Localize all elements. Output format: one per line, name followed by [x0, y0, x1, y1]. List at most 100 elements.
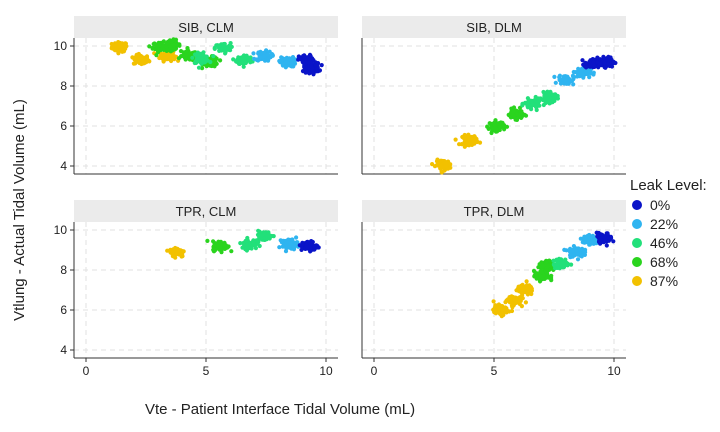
data-point — [471, 140, 476, 145]
data-point — [283, 249, 289, 254]
data-point — [568, 252, 573, 257]
data-point — [205, 62, 210, 67]
data-point — [198, 51, 203, 57]
data-point — [471, 137, 476, 142]
data-point — [543, 100, 548, 106]
data-point — [555, 262, 560, 267]
x-tick-label: 10 — [319, 364, 333, 378]
data-point — [227, 45, 232, 51]
data-point — [501, 123, 507, 128]
data-point — [522, 285, 527, 290]
data-point — [266, 56, 271, 61]
facet-strip — [74, 16, 338, 38]
data-point — [540, 277, 545, 282]
facet-panel: SIB, DLM — [361, 16, 626, 175]
data-point — [529, 107, 534, 112]
data-point — [175, 250, 180, 255]
data-point — [168, 45, 173, 50]
data-point — [529, 291, 534, 297]
data-point — [570, 248, 575, 253]
data-point — [542, 91, 547, 96]
data-point — [315, 65, 320, 70]
data-point — [503, 300, 508, 305]
data-point — [491, 299, 496, 304]
data-point — [317, 68, 322, 73]
point-cluster — [594, 230, 616, 248]
data-point — [231, 57, 236, 62]
data-point — [516, 286, 521, 291]
data-point — [453, 137, 458, 142]
data-point — [511, 109, 516, 114]
data-point — [222, 42, 227, 47]
data-point — [277, 245, 282, 250]
data-point — [534, 274, 539, 279]
y-axis-label: Vtlung - Actual Tidal Volume (mL) — [11, 99, 28, 321]
data-point — [497, 310, 502, 316]
data-point — [548, 275, 553, 280]
point-cluster — [277, 235, 301, 254]
data-point — [251, 238, 256, 243]
data-point — [594, 230, 599, 235]
data-point — [279, 55, 284, 60]
data-point — [438, 166, 443, 171]
legend-marker — [632, 219, 642, 229]
point-cluster — [251, 48, 275, 63]
data-point — [602, 60, 607, 65]
data-point — [194, 59, 199, 65]
data-point — [498, 125, 503, 130]
data-point — [151, 41, 156, 47]
data-point — [611, 60, 616, 65]
data-point — [430, 162, 435, 167]
data-point — [446, 159, 451, 164]
data-point — [464, 141, 469, 146]
data-point — [291, 244, 296, 249]
data-point — [307, 241, 313, 246]
x-axis-label: Vte - Patient Interface Tidal Volume (mL… — [145, 401, 415, 418]
data-point — [240, 56, 245, 61]
data-point — [524, 279, 529, 284]
data-point — [193, 52, 198, 57]
data-point — [591, 240, 596, 245]
data-point — [604, 243, 609, 248]
point-cluster — [165, 245, 186, 260]
point-cluster — [551, 256, 574, 271]
data-point — [168, 57, 173, 62]
y-tick-label: 6 — [60, 303, 67, 317]
data-point — [212, 64, 217, 69]
data-point — [602, 234, 607, 240]
data-point — [205, 58, 210, 63]
data-point — [459, 142, 464, 147]
data-point — [550, 100, 555, 105]
data-point — [290, 55, 296, 60]
data-point — [465, 138, 470, 143]
facet-title: SIB, DLM — [466, 20, 522, 35]
data-point — [264, 237, 269, 242]
data-point — [241, 64, 246, 69]
data-point — [117, 48, 122, 53]
data-point — [158, 47, 163, 53]
data-point — [555, 93, 560, 99]
data-point — [315, 62, 320, 67]
data-point — [305, 245, 310, 250]
point-cluster — [162, 37, 184, 54]
data-point — [530, 102, 536, 107]
data-point — [492, 125, 498, 130]
data-point — [491, 307, 496, 312]
point-cluster — [552, 73, 577, 87]
point-cluster — [562, 244, 588, 262]
data-point — [175, 42, 180, 47]
data-point — [587, 69, 593, 74]
data-point — [188, 51, 193, 56]
data-point — [461, 135, 466, 140]
data-point — [578, 247, 583, 252]
data-point — [261, 50, 267, 55]
data-point — [267, 49, 272, 54]
data-point — [511, 105, 517, 110]
data-point — [509, 308, 515, 314]
data-point — [497, 121, 502, 126]
data-point — [575, 257, 581, 262]
point-cluster — [300, 60, 324, 77]
legend-entry-label: 22% — [650, 216, 678, 232]
data-point — [606, 58, 612, 63]
data-point — [583, 250, 588, 255]
